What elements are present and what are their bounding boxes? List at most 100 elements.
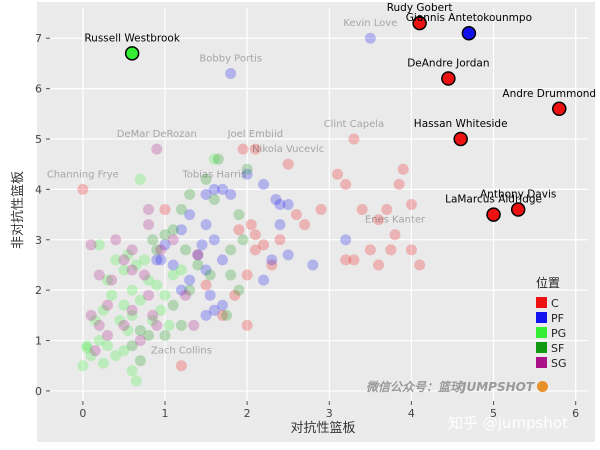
background-point [184, 209, 196, 221]
background-point [97, 357, 109, 369]
background-point [258, 274, 270, 286]
background-point [225, 269, 237, 281]
point-label: Rudy Gobert [387, 2, 453, 14]
background-point [241, 168, 253, 180]
background-point [85, 309, 97, 321]
point-label: LaMarcus Aldridge [445, 194, 542, 206]
background-point [134, 294, 146, 306]
plot-panel [50, 8, 588, 401]
background-points [77, 32, 426, 387]
x-axis-title: 对抗性篮板 [290, 421, 355, 436]
background-point [364, 32, 376, 44]
background-point [77, 360, 89, 372]
y-tick-label: 4 [35, 183, 42, 196]
background-point [151, 143, 163, 155]
y-axis-title: 非对抗性篮板 [11, 171, 26, 249]
background-point [101, 340, 113, 352]
background-point [175, 204, 187, 216]
background-point [204, 289, 216, 301]
background-point [101, 330, 113, 341]
background-point [299, 219, 311, 231]
background-point [126, 340, 138, 352]
background-point [393, 178, 405, 190]
highlighted-point [441, 71, 456, 86]
faded-point-label: Nikola Vucevic [252, 144, 324, 155]
background-point [237, 234, 249, 246]
background-point [192, 249, 204, 261]
background-point [237, 143, 249, 155]
legend-swatch [536, 327, 547, 338]
background-point [200, 309, 212, 321]
background-point [196, 239, 208, 251]
footer-credit: 知乎 @jumpshot [448, 414, 568, 432]
background-point [216, 254, 228, 266]
background-point [159, 289, 171, 301]
background-point [175, 224, 187, 236]
background-point [134, 173, 146, 185]
background-point [266, 254, 278, 266]
background-point [340, 254, 352, 266]
highlighted-point [552, 101, 567, 117]
background-point [348, 254, 360, 266]
background-point [340, 178, 352, 190]
background-point [274, 199, 286, 210]
background-point [282, 158, 294, 170]
background-point [241, 319, 253, 331]
background-point [348, 133, 360, 145]
background-point [225, 68, 237, 79]
faded-point-label: Channing Frye [47, 169, 119, 180]
x-tick-label: 6 [572, 407, 579, 420]
highlighted-points [124, 15, 567, 222]
background-point [180, 244, 192, 256]
highlighted-point [412, 15, 427, 31]
background-point [405, 199, 417, 210]
background-point [167, 299, 179, 311]
background-point [208, 153, 220, 165]
background-point [143, 289, 155, 301]
background-point [225, 188, 237, 200]
background-point [216, 299, 228, 311]
background-point [175, 284, 187, 296]
background-point [159, 204, 171, 216]
background-point [106, 274, 118, 286]
y-tick-label: 5 [35, 133, 42, 146]
axes: 0 1 2 3 4 5 6 0 1 2 3 4 5 6 7 [35, 32, 579, 420]
faded-point-label: Tobias Harris [181, 169, 246, 180]
background-point [208, 234, 220, 246]
background-point [373, 259, 385, 271]
background-point [397, 163, 409, 175]
highlighted-point [124, 46, 140, 61]
x-tick-label: 5 [490, 407, 497, 420]
background-point [180, 289, 192, 301]
watermark: 微信公众号：篮球JUMPSHOT [366, 378, 549, 395]
background-point [373, 214, 385, 226]
legend-label: SF [551, 342, 564, 355]
background-point [381, 204, 393, 216]
background-point [134, 324, 146, 336]
background-point [200, 264, 212, 276]
background-point [385, 244, 397, 256]
background-point [167, 259, 179, 271]
background-point [233, 224, 245, 236]
background-point [89, 314, 101, 326]
background-point [290, 209, 302, 221]
background-point [200, 173, 212, 185]
background-point [192, 259, 204, 271]
background-point [126, 309, 138, 321]
background-point [331, 168, 343, 180]
background-point [147, 314, 159, 326]
y-tick-label: 0 [35, 385, 42, 398]
background-point [143, 219, 155, 231]
background-point [233, 284, 245, 296]
grid-lines [50, 8, 588, 401]
background-point [200, 279, 212, 291]
background-point [249, 229, 261, 241]
background-point [245, 219, 257, 231]
background-point [155, 304, 167, 316]
background-point [110, 234, 122, 246]
basketball-icon [537, 381, 549, 392]
background-point [175, 264, 187, 276]
background-point [200, 219, 212, 231]
background-point [106, 289, 118, 301]
background-point [93, 239, 105, 251]
